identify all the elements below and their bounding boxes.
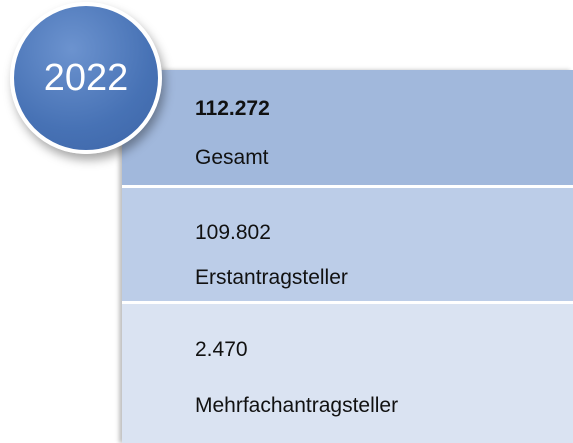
stat-label: Gesamt — [195, 146, 269, 169]
stat-value: 2.470 — [195, 338, 248, 361]
stats-panel: 112.272 Gesamt 109.802 Erstantragsteller 2.4… — [122, 70, 573, 443]
stat-label: Erstantragsteller — [195, 266, 348, 289]
year-badge: 2022 — [10, 2, 162, 154]
stat-row: 112.272 Gesamt — [122, 70, 573, 185]
stat-value: 112.272 — [195, 97, 270, 120]
stat-row: 2.470 Mehrfachantragsteller — [122, 304, 573, 443]
stat-value: 109.802 — [195, 221, 271, 244]
stat-row: 109.802 Erstantragsteller — [122, 188, 573, 301]
stat-label: Mehrfachantragsteller — [195, 394, 399, 417]
